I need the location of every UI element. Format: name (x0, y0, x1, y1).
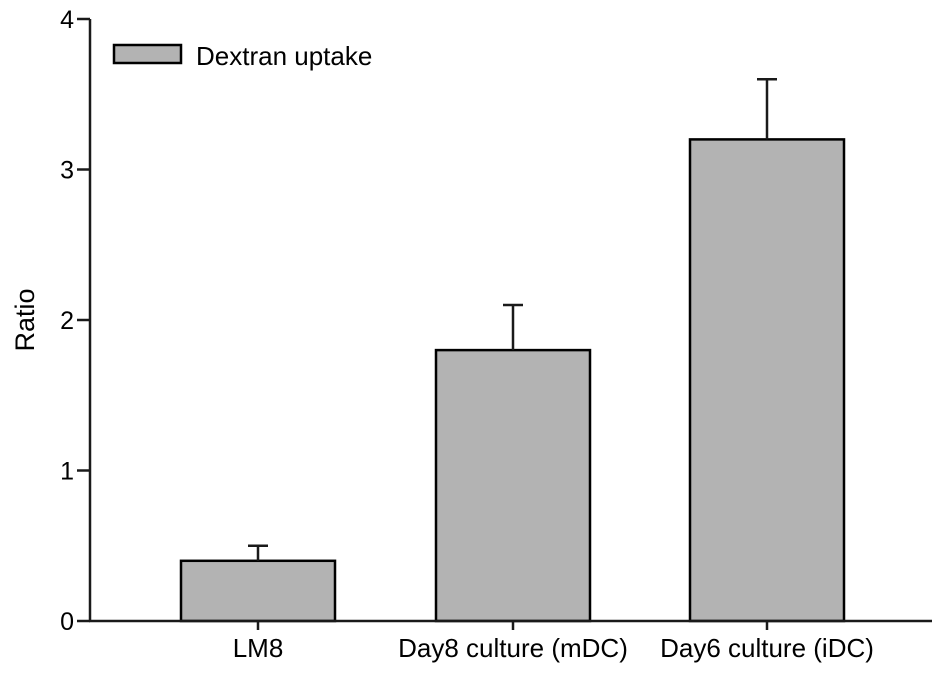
x-category-label: Day6 culture (iDC) (660, 633, 874, 663)
bar (688, 138, 846, 623)
y-tick-label: 1 (60, 458, 74, 486)
bar (434, 348, 592, 623)
x-axis-ticks-group (256, 621, 769, 630)
y-axis-title: Ratio (10, 288, 40, 351)
legend-swatch (112, 43, 183, 65)
x-category-label: LM8 (233, 633, 284, 663)
y-tick-label: 2 (60, 307, 74, 335)
bars-group (179, 138, 846, 623)
x-category-label: Day8 culture (mDC) (398, 633, 628, 663)
y-tick-label: 4 (60, 6, 74, 34)
x-category-labels-group: LM8 Day8 culture (mDC) Day6 culture (iDC) (233, 633, 874, 663)
y-tick-label: 0 (60, 608, 74, 636)
bar (179, 559, 337, 623)
y-axis-ticks-group: 0 1 2 3 4 (60, 6, 90, 636)
error-bars-group (248, 77, 777, 561)
legend-label: Dextran uptake (196, 41, 372, 71)
y-tick-label: 3 (60, 157, 74, 185)
legend: Dextran uptake (112, 41, 372, 71)
